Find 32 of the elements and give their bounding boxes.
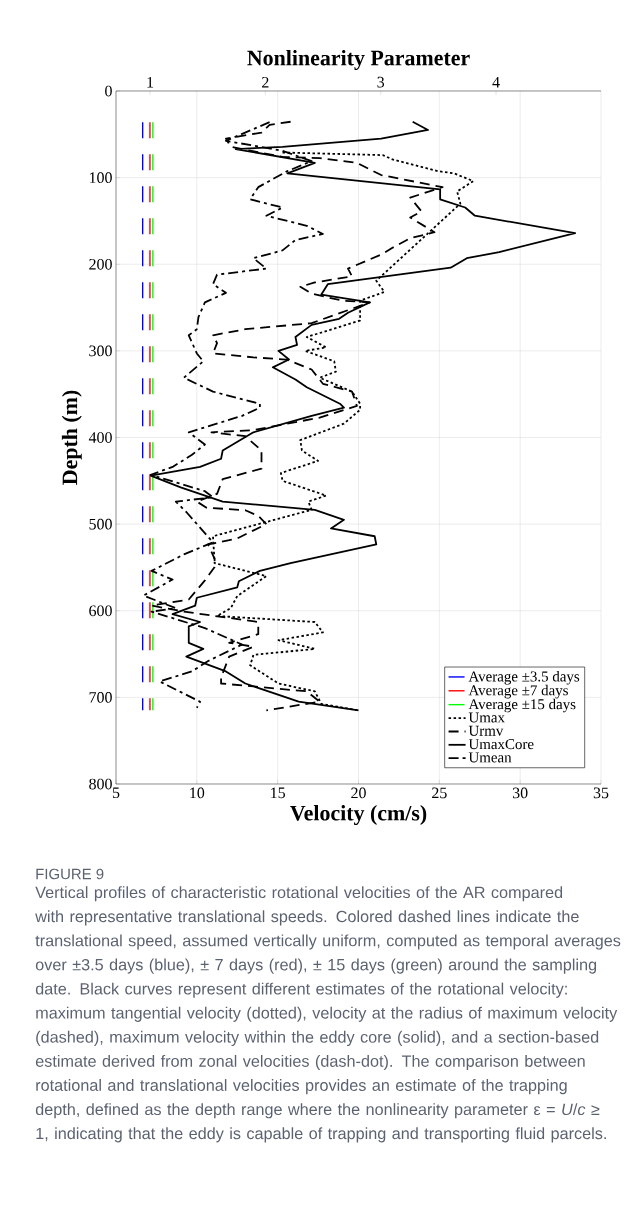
x2-tick-label: 2 xyxy=(262,76,269,88)
x-tick-label: 15 xyxy=(271,787,286,799)
x2-axis-title: Nonlinearity Parameter xyxy=(247,49,470,70)
x-tick-label: 25 xyxy=(432,787,447,799)
y-tick-label: 700 xyxy=(89,692,112,703)
y-tick-label: 100 xyxy=(89,172,112,183)
x-tick-label: 5 xyxy=(112,787,120,799)
x-tick-label: 20 xyxy=(351,787,366,799)
y-tick-label: 0 xyxy=(105,85,112,97)
y-tick-label: 300 xyxy=(89,345,112,357)
x-tick-label: 10 xyxy=(190,787,205,799)
legend-label: Average ±15 days xyxy=(468,698,576,713)
caption: FIGURE 9 xyxy=(36,868,104,880)
x2-tick-label: 1 xyxy=(147,76,154,88)
y-axis-title: Depth (m) xyxy=(61,390,82,485)
x2-tick-label: 4 xyxy=(492,76,500,88)
y-tick-label: 600 xyxy=(89,605,112,617)
x-axis-title: Velocity (cm/s) xyxy=(290,805,427,826)
y-tick-label: 800 xyxy=(89,778,112,790)
y-tick-label: 200 xyxy=(89,258,112,270)
text: Vertical profiles of characteristic rotational velocities of the AR compared with representative translational speeds. Colored dashed lines indicate the translational speed, assumed vertically uniform, computed as temporal averages over ±3.5 days (blue), ± 7 days (red), ± 15 days (green) around the sampling date. Black curves represent different estimates of the rotational velocity: maximum tangential velocity (dotted), velocity at the radius of maximum velocity (dashed), maximum velocity within the eddy core (solid), and a section-based estimate derived from zonal velocities (dash-dot). The comparison between rotational and translational velocities provides an estimate of the trapping depth, defined as the depth range where the nonlinearity parameter ε = U/c ≥ 1, indicating that the eddy is capable of trapping and transporting fluid parcels. xyxy=(35,886,621,1143)
y-tick-label: 500 xyxy=(89,518,112,530)
legend-label: Average ±7 days xyxy=(468,684,568,699)
x-tick-label: 30 xyxy=(512,787,528,799)
legend-label: Urmv xyxy=(468,725,504,736)
x2-tick-label: 3 xyxy=(377,76,385,88)
y-tick-label: 400 xyxy=(88,432,112,443)
x-tick-label: 35 xyxy=(593,787,609,799)
legend-label: Umax xyxy=(468,712,505,723)
legend-label: Umean xyxy=(468,752,512,763)
legend-label: UmaxCore xyxy=(468,739,534,750)
legend-label: Average ±3.5 days xyxy=(468,671,580,685)
